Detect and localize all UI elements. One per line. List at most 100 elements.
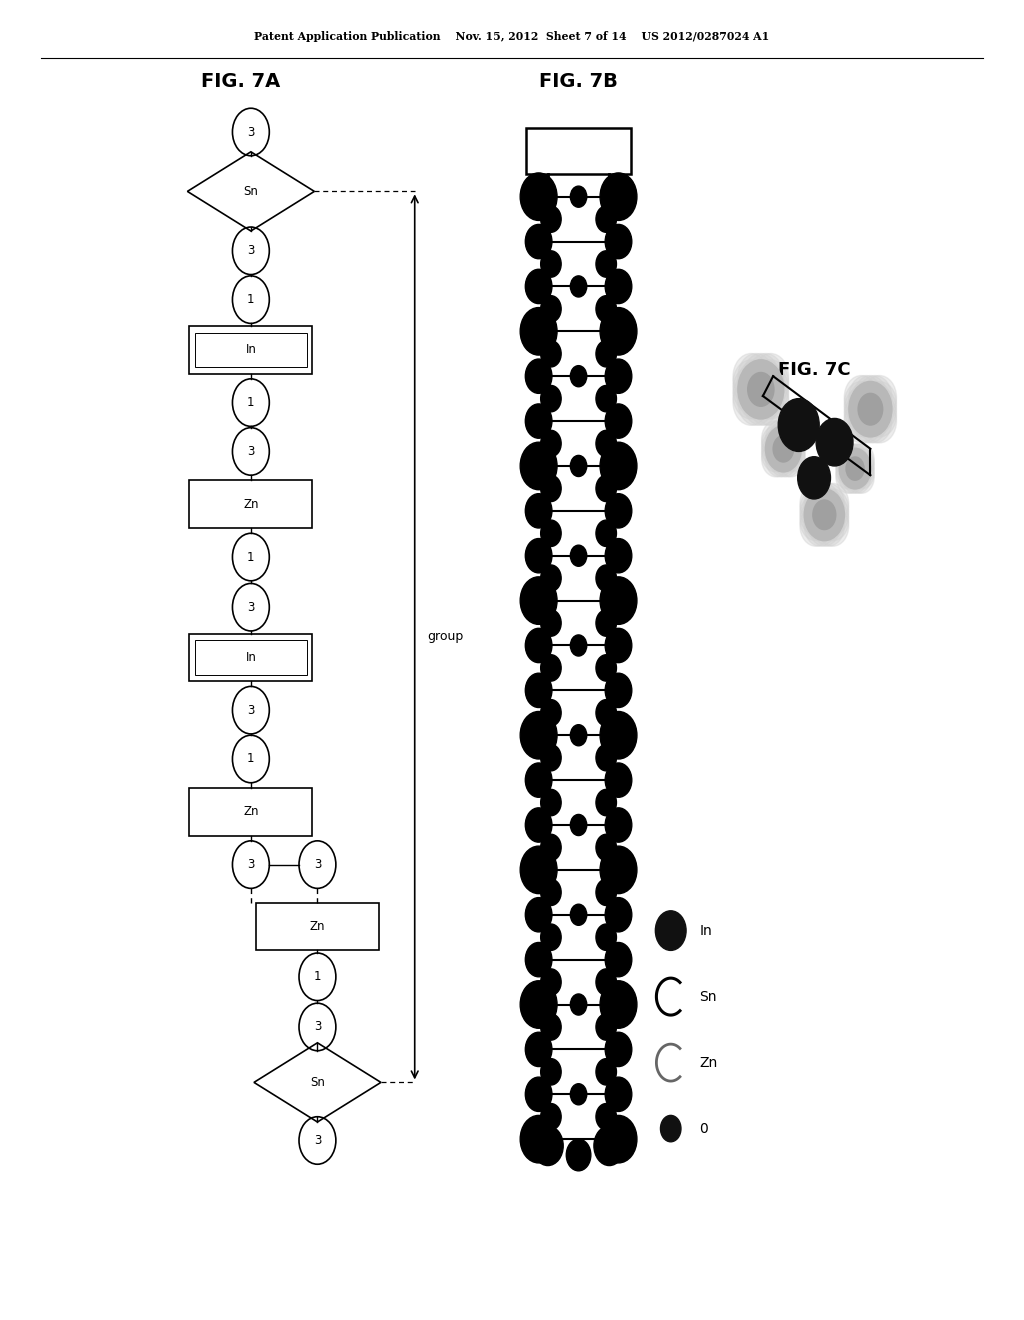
- Circle shape: [813, 488, 845, 529]
- Circle shape: [605, 1077, 632, 1111]
- Circle shape: [845, 399, 879, 442]
- Circle shape: [846, 453, 870, 484]
- Circle shape: [605, 269, 632, 304]
- Circle shape: [570, 1084, 587, 1105]
- Circle shape: [525, 942, 552, 977]
- Circle shape: [845, 388, 879, 430]
- Circle shape: [532, 1126, 563, 1166]
- Circle shape: [858, 393, 892, 437]
- Circle shape: [525, 224, 552, 259]
- Text: 1: 1: [247, 752, 255, 766]
- Circle shape: [596, 969, 616, 995]
- Circle shape: [525, 898, 552, 932]
- Circle shape: [800, 506, 831, 546]
- Circle shape: [804, 495, 836, 535]
- Circle shape: [520, 1115, 557, 1163]
- Circle shape: [525, 404, 552, 438]
- Text: Zn: Zn: [309, 920, 326, 933]
- Bar: [189, 326, 312, 374]
- Circle shape: [813, 495, 845, 535]
- Circle shape: [570, 904, 587, 925]
- Circle shape: [854, 375, 887, 418]
- Circle shape: [525, 494, 552, 528]
- Bar: [189, 788, 312, 836]
- Circle shape: [600, 308, 637, 355]
- Circle shape: [800, 483, 831, 524]
- Circle shape: [525, 1077, 552, 1111]
- Circle shape: [520, 173, 557, 220]
- Circle shape: [605, 539, 632, 573]
- Circle shape: [520, 711, 557, 759]
- Bar: [189, 634, 312, 681]
- Circle shape: [836, 449, 860, 480]
- Circle shape: [773, 430, 802, 467]
- Circle shape: [600, 711, 637, 759]
- Circle shape: [541, 296, 561, 322]
- Circle shape: [541, 1014, 561, 1040]
- Text: 3: 3: [247, 244, 255, 257]
- Circle shape: [605, 404, 632, 438]
- Circle shape: [525, 808, 552, 842]
- Circle shape: [605, 1032, 632, 1067]
- Circle shape: [733, 372, 769, 418]
- Text: 3: 3: [247, 858, 255, 871]
- Circle shape: [804, 488, 836, 529]
- Circle shape: [570, 276, 587, 297]
- Circle shape: [596, 1014, 616, 1040]
- Circle shape: [809, 500, 840, 541]
- Circle shape: [769, 425, 798, 462]
- Circle shape: [596, 520, 616, 546]
- Circle shape: [849, 393, 883, 437]
- Circle shape: [742, 366, 779, 413]
- Text: 0: 0: [699, 1122, 709, 1135]
- Text: Sn: Sn: [310, 1076, 325, 1089]
- Circle shape: [850, 457, 874, 488]
- Circle shape: [738, 379, 774, 425]
- Circle shape: [748, 366, 783, 413]
- Bar: [195, 640, 307, 675]
- Circle shape: [777, 441, 805, 477]
- Text: Sn: Sn: [244, 185, 258, 198]
- Circle shape: [748, 354, 783, 400]
- Circle shape: [541, 430, 561, 457]
- Circle shape: [840, 449, 870, 488]
- Circle shape: [605, 763, 632, 797]
- Circle shape: [804, 500, 836, 541]
- Circle shape: [541, 969, 561, 995]
- Circle shape: [850, 453, 874, 484]
- Circle shape: [836, 462, 860, 494]
- Circle shape: [738, 360, 774, 407]
- Circle shape: [525, 359, 552, 393]
- Circle shape: [778, 399, 819, 451]
- Circle shape: [854, 399, 887, 442]
- Circle shape: [596, 789, 616, 816]
- Circle shape: [596, 565, 616, 591]
- Circle shape: [817, 483, 849, 524]
- Text: 3: 3: [247, 601, 255, 614]
- Circle shape: [525, 269, 552, 304]
- Text: In: In: [246, 651, 256, 664]
- Circle shape: [596, 924, 616, 950]
- Circle shape: [748, 372, 774, 407]
- Circle shape: [858, 393, 883, 425]
- Circle shape: [541, 834, 561, 861]
- Text: Patent Application Publication    Nov. 15, 2012  Sheet 7 of 14    US 2012/028702: Patent Application Publication Nov. 15, …: [254, 32, 770, 42]
- Circle shape: [525, 673, 552, 708]
- Text: Sn: Sn: [699, 990, 717, 1003]
- Circle shape: [858, 388, 892, 430]
- Circle shape: [525, 628, 552, 663]
- Circle shape: [850, 462, 874, 494]
- Circle shape: [596, 475, 616, 502]
- Circle shape: [845, 381, 879, 425]
- Circle shape: [813, 500, 836, 529]
- Circle shape: [733, 360, 769, 407]
- Circle shape: [817, 495, 849, 535]
- Circle shape: [800, 488, 831, 529]
- Circle shape: [733, 354, 769, 400]
- Circle shape: [854, 388, 887, 430]
- Circle shape: [769, 436, 798, 471]
- Circle shape: [769, 430, 798, 467]
- Circle shape: [849, 381, 892, 437]
- Text: FIG. 7A: FIG. 7A: [201, 73, 281, 91]
- Circle shape: [753, 360, 788, 407]
